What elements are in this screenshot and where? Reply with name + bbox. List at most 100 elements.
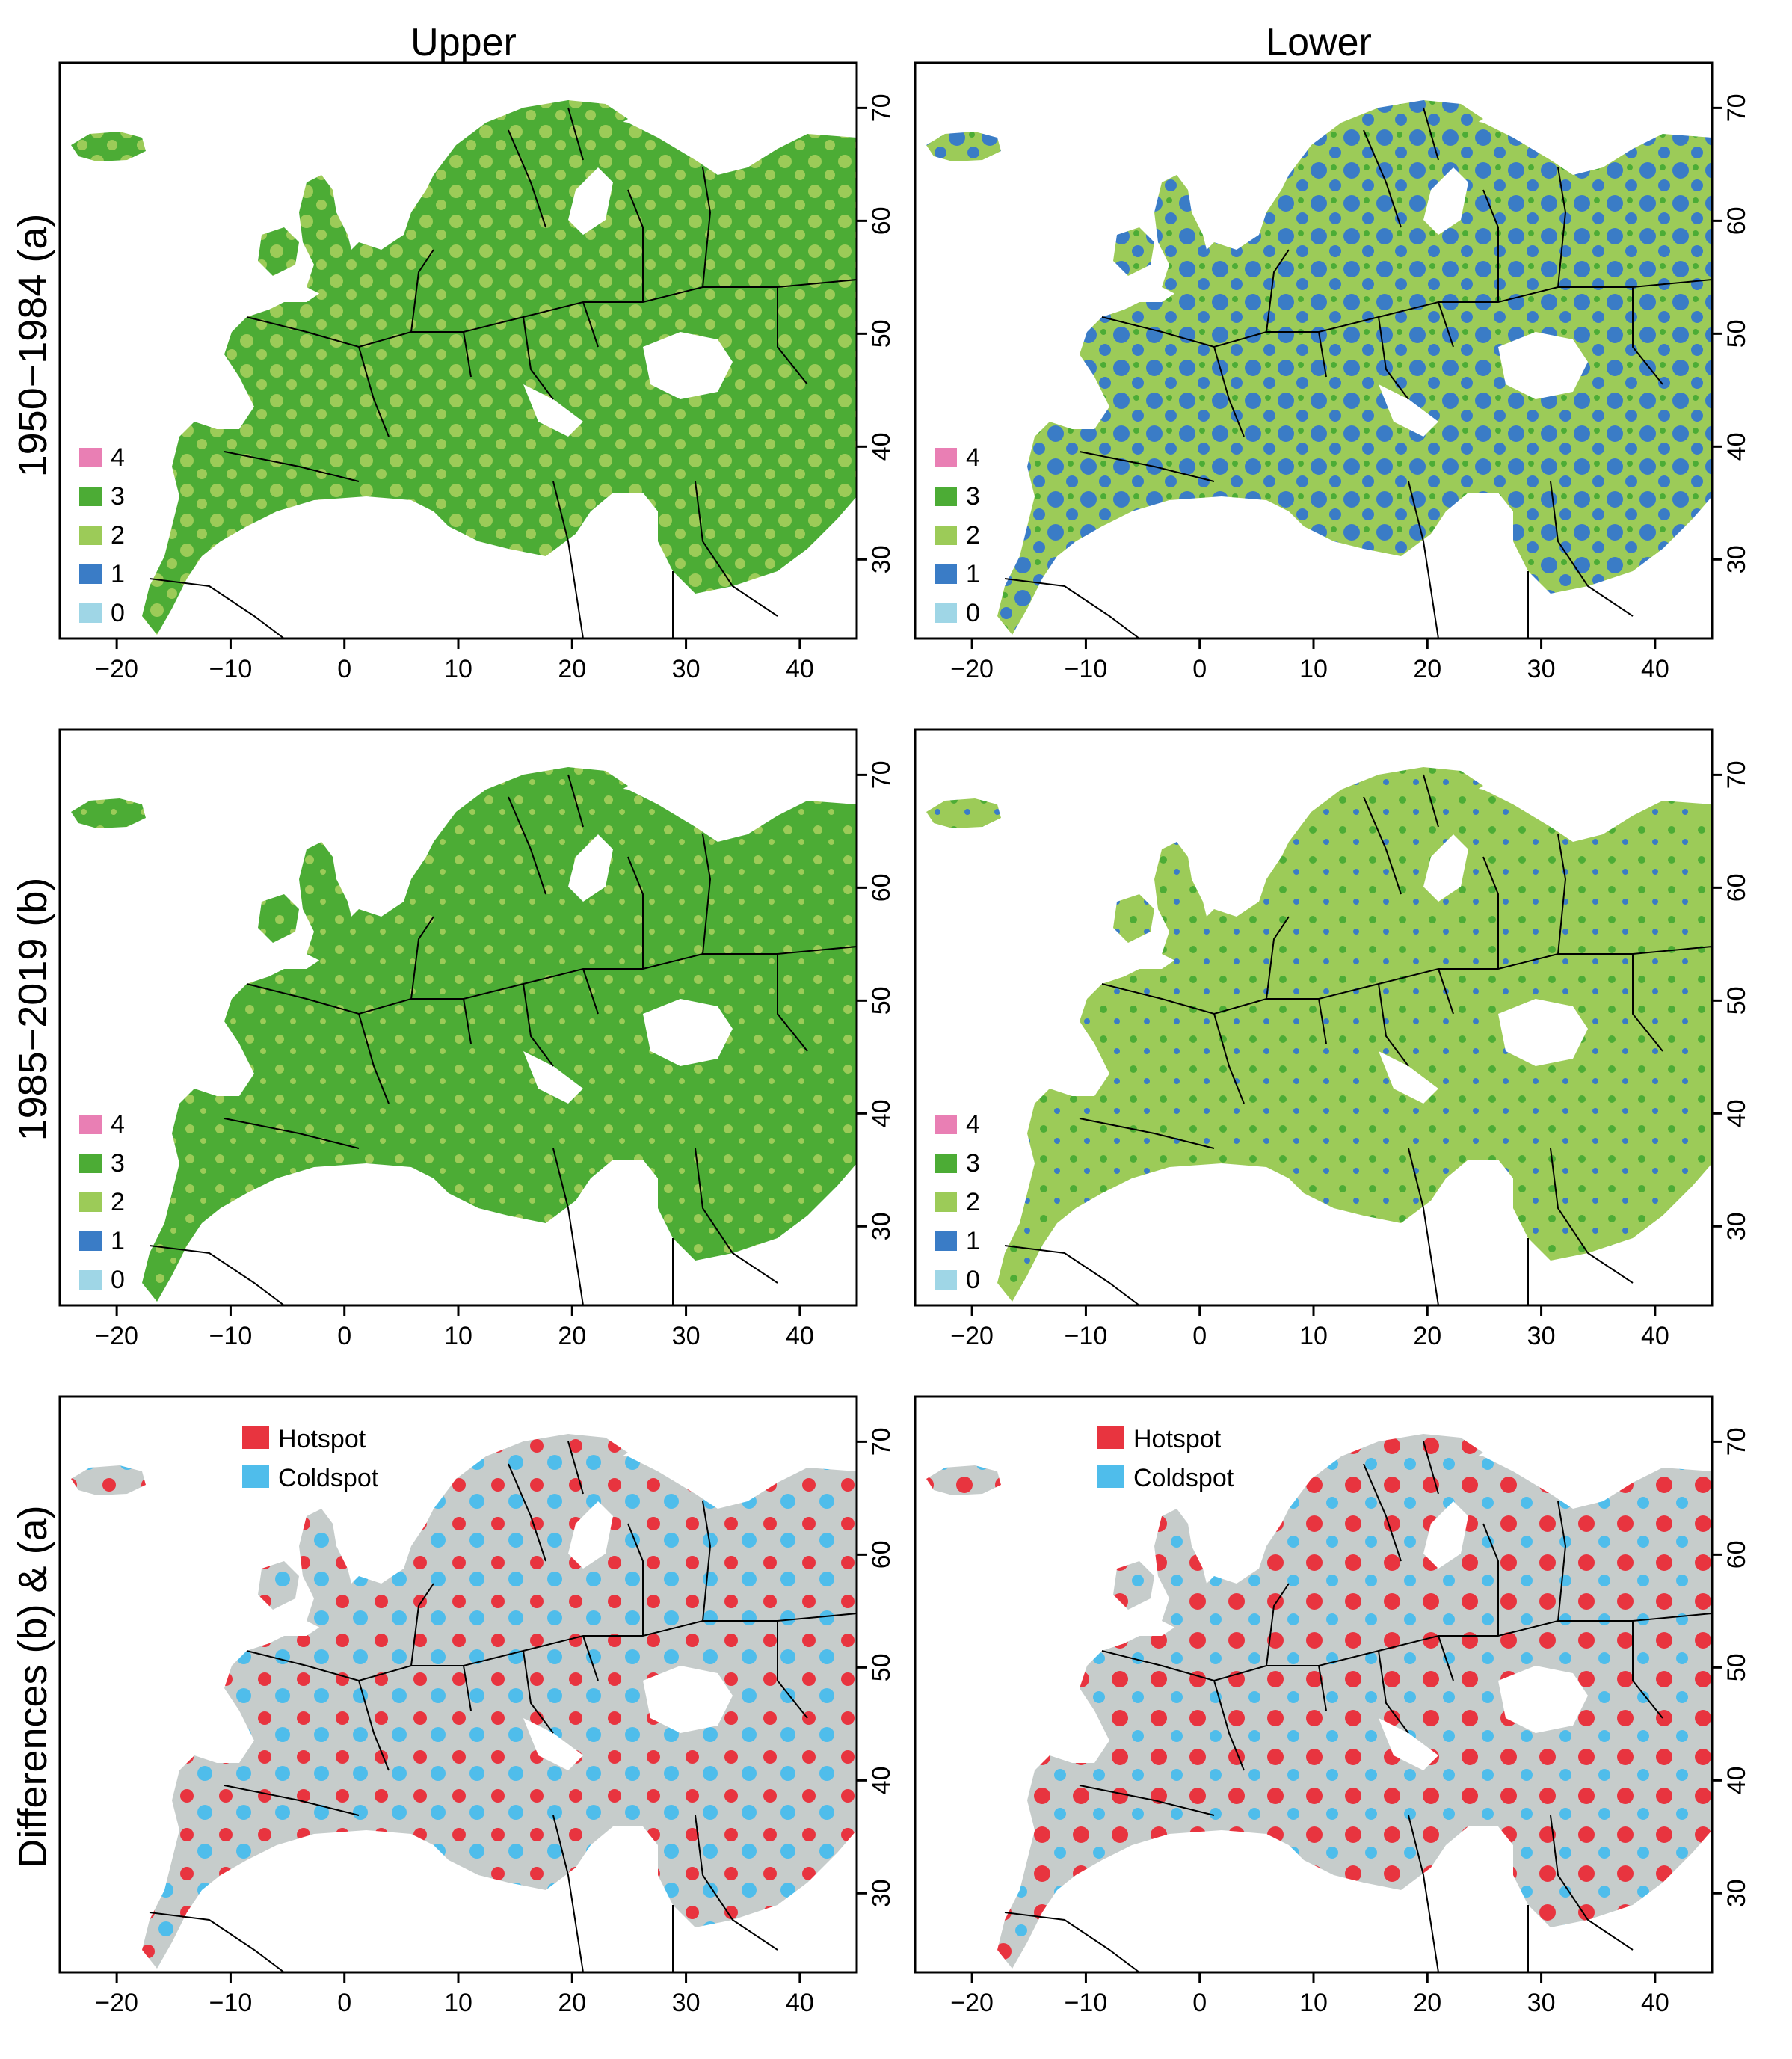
x-tick-label: 10 [1299,655,1328,683]
x-tick-label: 20 [558,1989,586,2017]
x-tick-label: 30 [672,655,701,683]
x-tick-label: 0 [337,1989,351,2017]
legend-label: 1 [966,560,980,588]
legend-label: Coldspot [1133,1464,1234,1492]
x-tick-label: 0 [1192,1322,1207,1350]
x-tick-label: 30 [1527,1989,1556,2017]
y-tick-label: 50 [867,319,896,348]
x-tick-label: 10 [1299,1322,1328,1350]
x-tick-label: 20 [1413,1989,1441,2017]
legend-label: 2 [111,1188,125,1216]
legend-label: 2 [111,521,125,550]
legend-label: 0 [966,599,980,627]
x-tick-label: 30 [672,1322,701,1350]
y-tick-label: 40 [867,432,896,461]
class-legend: 4 3 2 1 0 [79,1110,125,1294]
x-tick-label: 20 [1413,1322,1441,1350]
x-tick-label: −20 [95,1322,138,1350]
legend-label: 0 [966,1266,980,1294]
x-tick-label: −10 [209,655,253,683]
legend-swatch [935,1231,957,1251]
y-tick-label: 60 [1722,873,1751,902]
y-tick-label: 50 [867,986,896,1015]
legend-label: 0 [111,1266,125,1294]
x-tick-label: 30 [672,1989,701,2017]
row-title-period-a: 1950−1984 (a) [10,214,55,478]
legend-swatch [935,564,957,584]
y-tick-label: 70 [1722,760,1751,789]
y-tick-label: 70 [867,93,896,122]
x-tick-label: 0 [337,655,351,683]
legend-swatch [1097,1426,1124,1449]
y-tick-label: 40 [867,1099,896,1127]
x-tick-label: 10 [444,1322,472,1350]
legend-swatch [935,526,957,545]
x-tick-label: −20 [95,655,138,683]
x-tick-label: 0 [337,1322,351,1350]
x-tick-label: 40 [786,1989,814,2017]
x-tick-label: 10 [1299,1989,1328,2017]
y-tick-label: 50 [1722,986,1751,1015]
x-tick-label: 0 [1192,1989,1207,2017]
y-tick-label: 30 [867,1212,896,1240]
legend-swatch [79,1154,102,1173]
row-title-period-b: 1985−2019 (b) [10,878,55,1142]
legend-swatch [935,1270,957,1290]
x-tick-label: 0 [1192,655,1207,683]
y-tick-label: 70 [867,1427,896,1456]
row-title-differences: Differences (b) & (a) [10,1505,55,1868]
legend-label: 1 [111,560,125,588]
legend-label: 2 [966,521,980,550]
x-tick-label: −10 [1065,655,1108,683]
column-title-upper: Upper [410,21,517,64]
x-tick-label: 10 [444,655,472,683]
y-tick-label: 50 [1722,319,1751,348]
x-tick-label: 40 [786,655,814,683]
y-tick-label: 70 [867,760,896,789]
x-tick-label: 40 [786,1322,814,1350]
y-tick-label: 30 [1722,1879,1751,1907]
y-tick-label: 40 [867,1766,896,1794]
legend-swatch [79,1270,102,1290]
y-tick-label: 60 [1722,1540,1751,1569]
x-tick-label: 40 [1641,1322,1669,1350]
x-tick-label: −10 [209,1989,253,2017]
legend-swatch [935,448,957,467]
class-legend: 4 3 2 1 0 [935,443,980,627]
legend-label: 1 [966,1227,980,1255]
y-tick-label: 70 [1722,1427,1751,1456]
legend-swatch [79,564,102,584]
legend-label: 2 [966,1188,980,1216]
legend-swatch [242,1465,269,1488]
legend-swatch [935,603,957,623]
x-tick-label: 10 [444,1989,472,2017]
legend-label: 1 [111,1227,125,1255]
legend-swatch [242,1426,269,1449]
legend-swatch [79,1231,102,1251]
legend-label: 3 [966,1149,980,1178]
hotspot-coldspot-legend: Hotspot Coldspot [242,1425,379,1492]
y-tick-label: 30 [867,1879,896,1907]
y-tick-label: 40 [1722,1766,1751,1794]
legend-swatch [79,603,102,623]
x-tick-label: −20 [950,655,994,683]
y-tick-label: 60 [1722,206,1751,235]
x-tick-label: 40 [1641,655,1669,683]
y-tick-label: 70 [1722,93,1751,122]
legend-label: 4 [966,443,980,472]
y-tick-label: 60 [867,206,896,235]
legend-label: 4 [111,443,125,472]
y-tick-label: 60 [867,873,896,902]
x-tick-label: 20 [558,1322,586,1350]
y-tick-label: 30 [1722,545,1751,573]
legend-swatch [79,487,102,506]
x-tick-label: 20 [1413,655,1441,683]
legend-label: 0 [111,599,125,627]
x-tick-label: −10 [1065,1989,1108,2017]
x-tick-label: −20 [95,1989,138,2017]
x-tick-label: 30 [1527,655,1556,683]
column-title-lower: Lower [1266,21,1372,64]
y-tick-label: 30 [1722,1212,1751,1240]
y-tick-label: 50 [867,1653,896,1681]
